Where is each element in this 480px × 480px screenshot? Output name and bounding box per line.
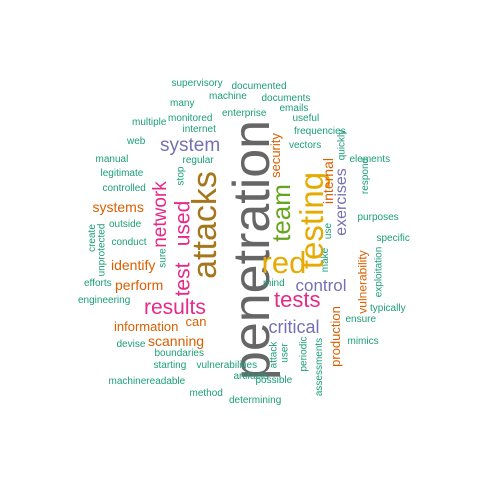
word-manual: manual [95,154,129,165]
word-determining: determining [229,395,282,406]
word-devise: devise [116,339,146,350]
word-web: web [127,136,146,147]
word-vectors: vectors [289,140,322,151]
word-possible: possible [255,375,293,386]
word-specific: specific [376,233,410,244]
word-elements: elements [349,154,391,165]
word-stop: stop [174,166,186,186]
word-unprotected: unprotected [95,223,107,277]
word-engineering: engineering [78,295,131,306]
word-supervisory: supervisory [171,78,223,89]
word-production: production [327,305,343,367]
word-frequencies: frequencies [294,126,346,137]
word-outside: outside [109,219,142,230]
word-quickly: quickly [335,129,347,161]
word-security: security [267,132,283,178]
word-results: results [144,295,206,319]
word-critical: critical [268,317,320,337]
word-method: method [189,388,223,399]
word-ensure: ensure [345,314,377,325]
word-starting: starting [153,360,187,371]
word-controlled: controlled [102,183,146,194]
word-artifacts: artifacts [233,371,269,382]
word-regular: regular [182,155,214,166]
word-mind: mind [263,278,285,289]
word-legitimate: legitimate [100,168,144,179]
word-information: information [114,318,179,334]
word-tests: tests [274,287,321,312]
word-purposes: purposes [357,212,399,223]
word-efforts: efforts [84,278,112,289]
word-used: used [171,200,195,246]
word-red: red [261,244,307,280]
word-system: system [160,134,221,156]
word-documented: documented [231,81,287,92]
word-use: use [323,222,335,240]
word-periodic: periodic [298,336,310,372]
word-assessments: assessments [314,337,326,397]
word-boundaries: boundaries [154,348,204,359]
word-internet: internet [182,124,216,135]
word-multiple: multiple [132,117,167,128]
word-exploitation: exploitation [372,246,384,298]
word-useful: useful [292,113,320,124]
word-scanning: scanning [148,333,205,349]
word-make: make [320,247,332,273]
word-vulnerability: vulnerability [355,250,370,314]
word-user: user [279,343,291,363]
word-exercises: exercises [332,168,350,236]
word-machine: machine [209,91,247,102]
word-conduct: conduct [111,237,147,248]
word-vulnerabilities: vulnerabilities [196,360,258,371]
word-test: test [171,262,195,296]
word-sure: sure [157,248,169,268]
word-attack: attack [267,341,279,369]
word-perform: perform [115,277,164,293]
word-documents: documents [261,93,311,104]
word-many: many [170,98,195,109]
word-respond: respond [360,157,372,195]
word-monitored: monitored [168,113,213,124]
word-emails: emails [279,103,309,114]
word-network: network [149,180,171,248]
word-systems: systems [92,199,144,215]
word-team: team [265,184,296,242]
word-identify: identify [111,257,156,273]
word-can: can [185,313,207,329]
word-internal: internal [319,158,336,204]
word-machinereadable: machinereadable [108,376,186,387]
word-mimics: mimics [347,336,379,347]
word-typically: typically [370,303,406,314]
word-enterprise: enterprise [222,108,267,119]
word-control: control [295,275,347,295]
